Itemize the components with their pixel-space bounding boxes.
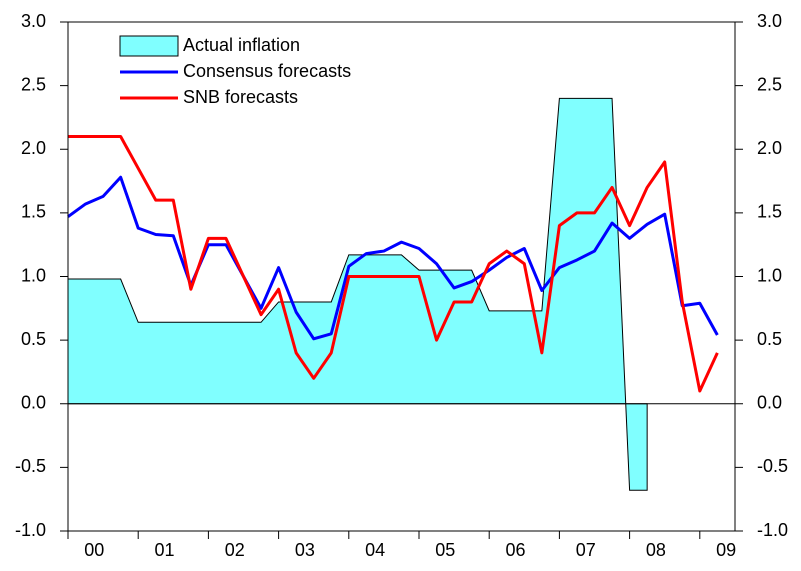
x-tick-label: 09	[716, 540, 736, 560]
y-tick-label: 2.0	[21, 138, 46, 158]
line	[68, 135, 719, 393]
x-tick-label: 00	[84, 540, 104, 560]
line	[67, 175, 719, 341]
y-tick-label: 1.0	[21, 265, 46, 285]
y2-tick-label: -0.5	[757, 456, 788, 476]
y2-tick-label: 3.0	[757, 11, 782, 31]
y2-tick-label: 2.5	[757, 74, 782, 94]
y2-tick-label: -1.0	[757, 520, 788, 540]
y-tick-label: 1.5	[21, 202, 46, 222]
legend-label: Actual inflation	[183, 35, 300, 55]
x-tick-label: 01	[155, 540, 175, 560]
x-tick-label: 03	[295, 540, 315, 560]
x-tick-label: 06	[506, 540, 526, 560]
y-tick-label: 0.0	[21, 393, 46, 413]
legend-label: SNB forecasts	[183, 87, 298, 107]
y-tick-label: 3.0	[21, 11, 46, 31]
x-tick-label: 04	[365, 540, 385, 560]
y-tick-label: -0.5	[15, 456, 46, 476]
x-tick-label: 02	[225, 540, 245, 560]
y-tick-label: 2.5	[21, 74, 46, 94]
x-tick-label: 08	[646, 540, 666, 560]
y2-tick-label: 1.5	[757, 202, 782, 222]
y2-tick-label: 1.0	[757, 265, 782, 285]
y-tick-label: 0.5	[21, 329, 46, 349]
x-tick-label: 07	[576, 540, 596, 560]
x-tick-label: 05	[435, 540, 455, 560]
legend-label: Consensus forecasts	[183, 61, 351, 81]
y2-tick-label: 0.5	[757, 329, 782, 349]
y2-tick-label: 2.0	[757, 138, 782, 158]
y-tick-label: -1.0	[15, 520, 46, 540]
y2-tick-label: 0.0	[757, 393, 782, 413]
legend-swatch	[119, 35, 179, 57]
